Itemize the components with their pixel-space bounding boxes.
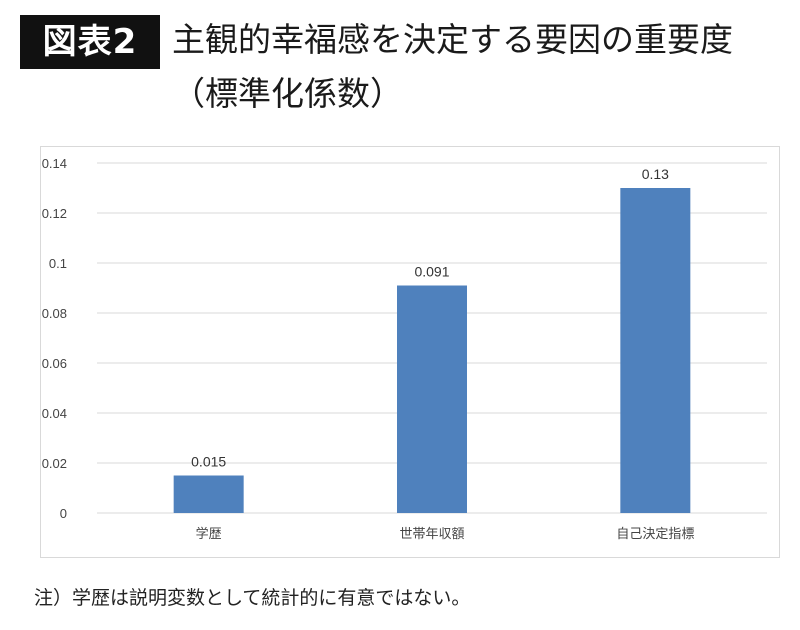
figure-label-badge: 図表2 [20,15,160,69]
bar-chart: 0 0.02 0.04 0.06 0.08 0.1 0.12 0.14 0.015 学歴 0.091… [42,156,767,542]
chart-area: 0 0.02 0.04 0.06 0.08 0.1 0.12 0.14 0.015 学歴 0.091… [40,146,780,558]
y-tick-label: 0 [60,506,67,521]
y-tick-label: 0.06 [42,356,67,371]
x-tick-label: 世帯年収額 [399,527,464,542]
y-tick-label: 0.1 [49,256,67,271]
footnote: 注）学歴は説明変数として統計的に有意ではない。 [34,587,471,609]
bar [397,285,467,513]
y-tick-label: 0.14 [42,156,67,171]
y-tick-label: 0.04 [42,406,67,421]
x-tick-label: 学歴 [196,526,222,542]
data-label: 0.091 [414,264,449,280]
x-tick-label: 自己決定指標 [616,527,694,542]
y-tick-label: 0.12 [42,206,67,221]
chart-title: 主観的幸福感を決定する要因の重要度 [172,20,733,59]
y-tick-label: 0.02 [42,456,67,471]
data-label: 0.015 [191,454,226,470]
chart-subtitle: （標準化係数） [172,74,403,113]
data-label: 0.13 [642,166,669,182]
y-tick-label: 0.08 [42,306,67,321]
bar [173,475,244,513]
bar [620,188,691,513]
